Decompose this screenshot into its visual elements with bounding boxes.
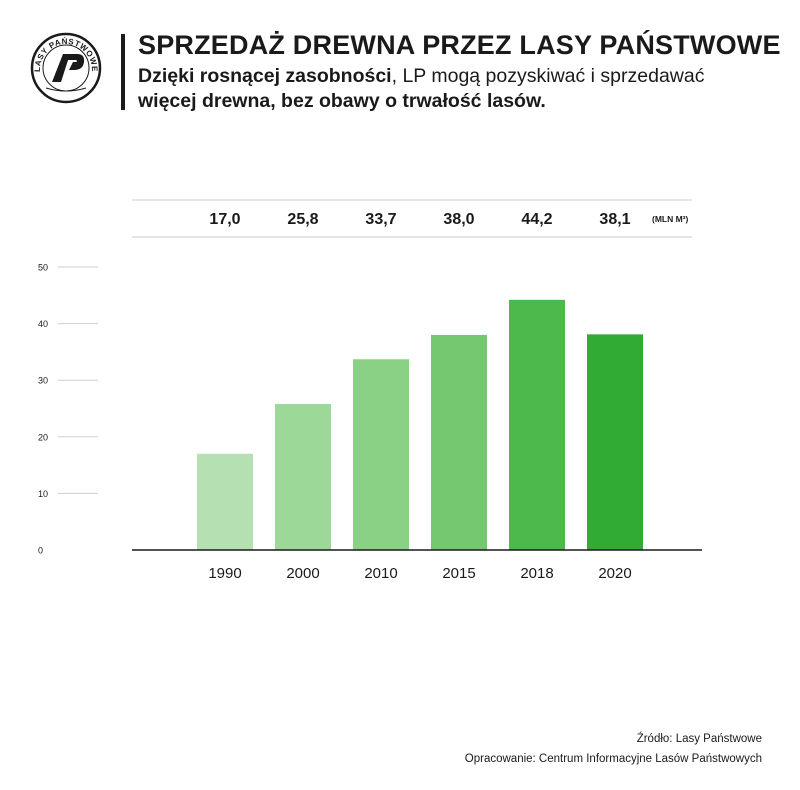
bar [353,359,409,550]
value-label: 17,0 [209,211,240,228]
y-tick-label: 50 [38,263,48,273]
value-label: 38,0 [443,211,474,228]
subtitle-bold-part: Dzięki rosnącej zasobności [138,65,392,87]
bar [431,334,487,550]
unit-label: (MLN M³) [652,214,689,224]
x-tick-label: 2000 [286,565,319,582]
x-tick-label: 2015 [442,565,475,582]
subtitle-regular-part: , LP mogą pozyskiwać i sprzedawać [391,65,705,87]
y-tick-label: 10 [38,489,48,499]
x-tick-label: 2010 [364,565,397,582]
chart-title: SPRZEDAŻ DREWNA PRZEZ LASY PAŃSTWOWE [138,30,781,60]
header-accent-bar [121,34,125,110]
x-tick-label: 2018 [520,565,553,582]
bar [275,403,331,550]
bar [509,299,565,550]
y-tick-label: 40 [38,319,48,329]
y-tick-label: 30 [38,376,48,386]
subtitle-bold-line: więcej drewna, bez obawy o trwałość lasó… [138,90,546,112]
source-line: Źródło: Lasy Państwowe [636,733,762,745]
lasy-panstwowe-logo: LASY PAŃSTWOWE [30,32,102,104]
x-tick-label: 2020 [598,565,631,582]
chart-subtitle: Dzięki rosnącej zasobności, LP mogą pozy… [138,64,758,114]
bar [197,453,253,550]
credits-line: Opracowanie: Centrum Informacyjne Lasów … [464,753,762,765]
value-label: 25,8 [287,211,318,228]
value-label: 44,2 [521,211,552,228]
x-tick-label: 1990 [208,565,241,582]
bar [587,334,643,550]
source-note: Źródło: Lasy Państwowe Opracowanie: Cent… [465,729,762,769]
value-label: 33,7 [365,211,396,228]
value-label: 38,1 [599,211,630,228]
y-tick-label: 0 [38,546,43,556]
y-tick-label: 20 [38,432,48,442]
